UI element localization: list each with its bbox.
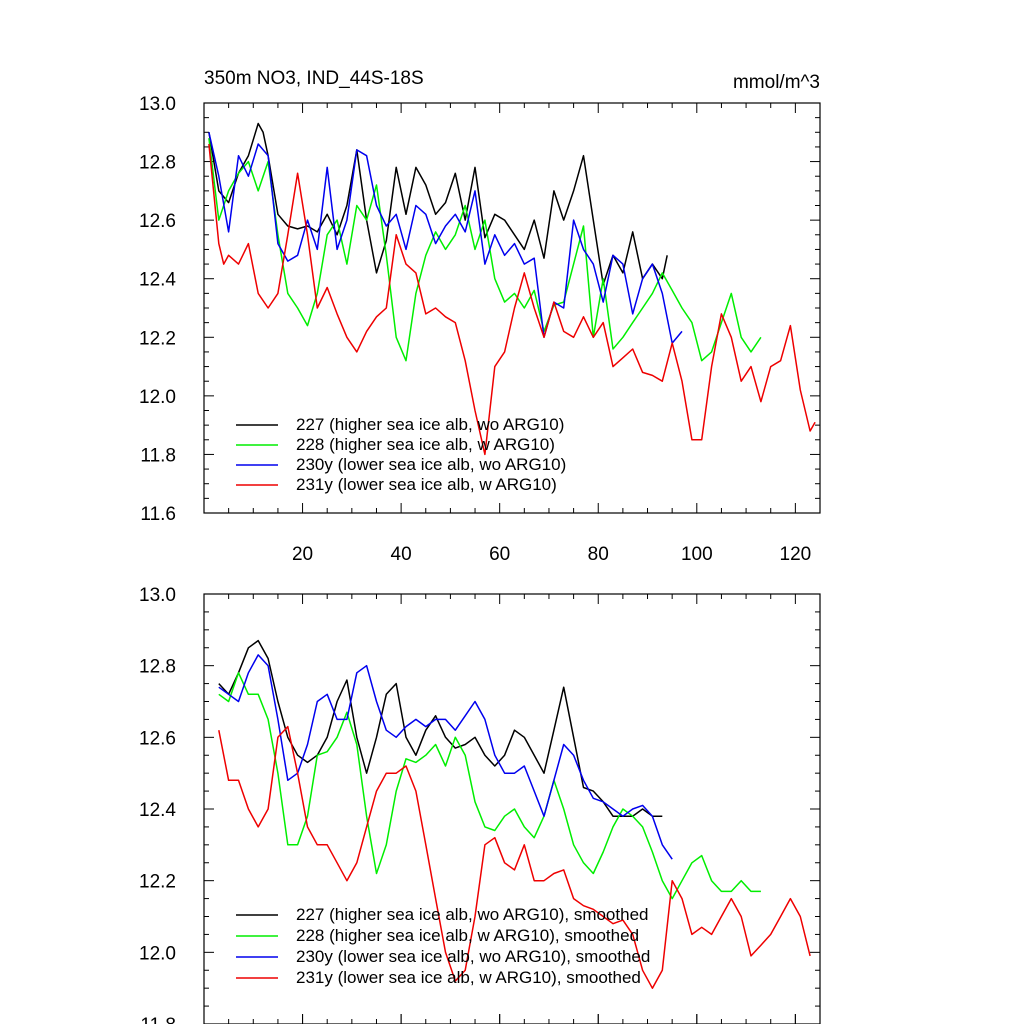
plot-lines (218, 639, 811, 989)
chart-title: 350m NO3, IND_44S-18S (204, 68, 424, 89)
y-tick-label: 12.0 (139, 387, 176, 408)
y-tick-label: 12.2 (139, 328, 176, 349)
y-tick-label: 12.6 (139, 728, 176, 749)
y-tick-label: 12.2 (139, 872, 176, 893)
y-tick-label: 12.4 (139, 270, 176, 291)
x-tick-label: 80 (588, 544, 609, 565)
legend: 227 (higher sea ice alb, wo ARG10), smoo… (236, 905, 650, 987)
axis-ticks (204, 102, 820, 514)
plot-frame (203, 102, 821, 514)
x-tick-label: 120 (780, 544, 812, 565)
series-line (208, 143, 816, 456)
legend-entry: 228 (higher sea ice alb, w ARG10) (296, 435, 555, 454)
axis-ticks (204, 593, 820, 1024)
plot-lines (208, 122, 816, 456)
y-tick-label: 12.0 (139, 943, 176, 964)
x-tick-label: 40 (391, 544, 412, 565)
axis-tick-labels: 11.8 12.0 12.2 12.4 12.6 12.8 13.0 (139, 585, 176, 1024)
x-tick-label: 60 (489, 544, 510, 565)
series-line (208, 138, 762, 362)
legend: 227 (higher sea ice alb, wo ARG10)228 (h… (236, 415, 566, 494)
legend-entry: 230y (lower sea ice alb, wo ARG10), smoo… (296, 947, 650, 966)
chart-bottom-panel: 11.8 12.0 12.2 12.4 12.6 12.8 13.0 227 (higher… (139, 585, 821, 1024)
y-tick-label: 11.8 (140, 1015, 176, 1024)
y-tick-label: 12.8 (139, 153, 176, 174)
series-line (218, 654, 673, 860)
axis-tick-labels: 11.6 11.8 12.0 12.2 12.4 12.6 12.8 13.0 20 40 60 80… (139, 94, 811, 565)
y-tick-label: 13.0 (139, 585, 176, 606)
y-tick-label: 12.6 (139, 211, 176, 232)
legend-entry: 231y (lower sea ice alb, w ARG10) (296, 475, 557, 494)
y-tick-label: 13.0 (139, 94, 176, 115)
legend-entry: 228 (higher sea ice alb, w ARG10), smoot… (296, 926, 639, 945)
chart-top-panel: 350m NO3, IND_44S-18S mmol/m^3 11.611.81… (139, 68, 821, 565)
x-tick-label: 20 (292, 544, 313, 565)
legend-entry: 230y (lower sea ice alb, wo ARG10) (296, 455, 566, 474)
plot-frame (203, 593, 821, 1024)
legend-entry: 227 (higher sea ice alb, wo ARG10) (296, 415, 564, 434)
x-tick-label: 100 (681, 544, 713, 565)
series-line (218, 725, 811, 989)
units-label: mmol/m^3 (733, 72, 820, 93)
y-tick-label: 12.8 (139, 657, 176, 678)
legend-entry: 231y (lower sea ice alb, w ARG10), smoot… (296, 968, 641, 987)
series-line (208, 132, 683, 344)
legend-entry: 227 (higher sea ice alb, wo ARG10), smoo… (296, 905, 648, 924)
y-tick-label: 11.6 (140, 504, 176, 525)
series-line (208, 122, 668, 286)
y-tick-label: 11.8 (140, 445, 176, 466)
y-tick-label: 12.4 (139, 800, 176, 821)
